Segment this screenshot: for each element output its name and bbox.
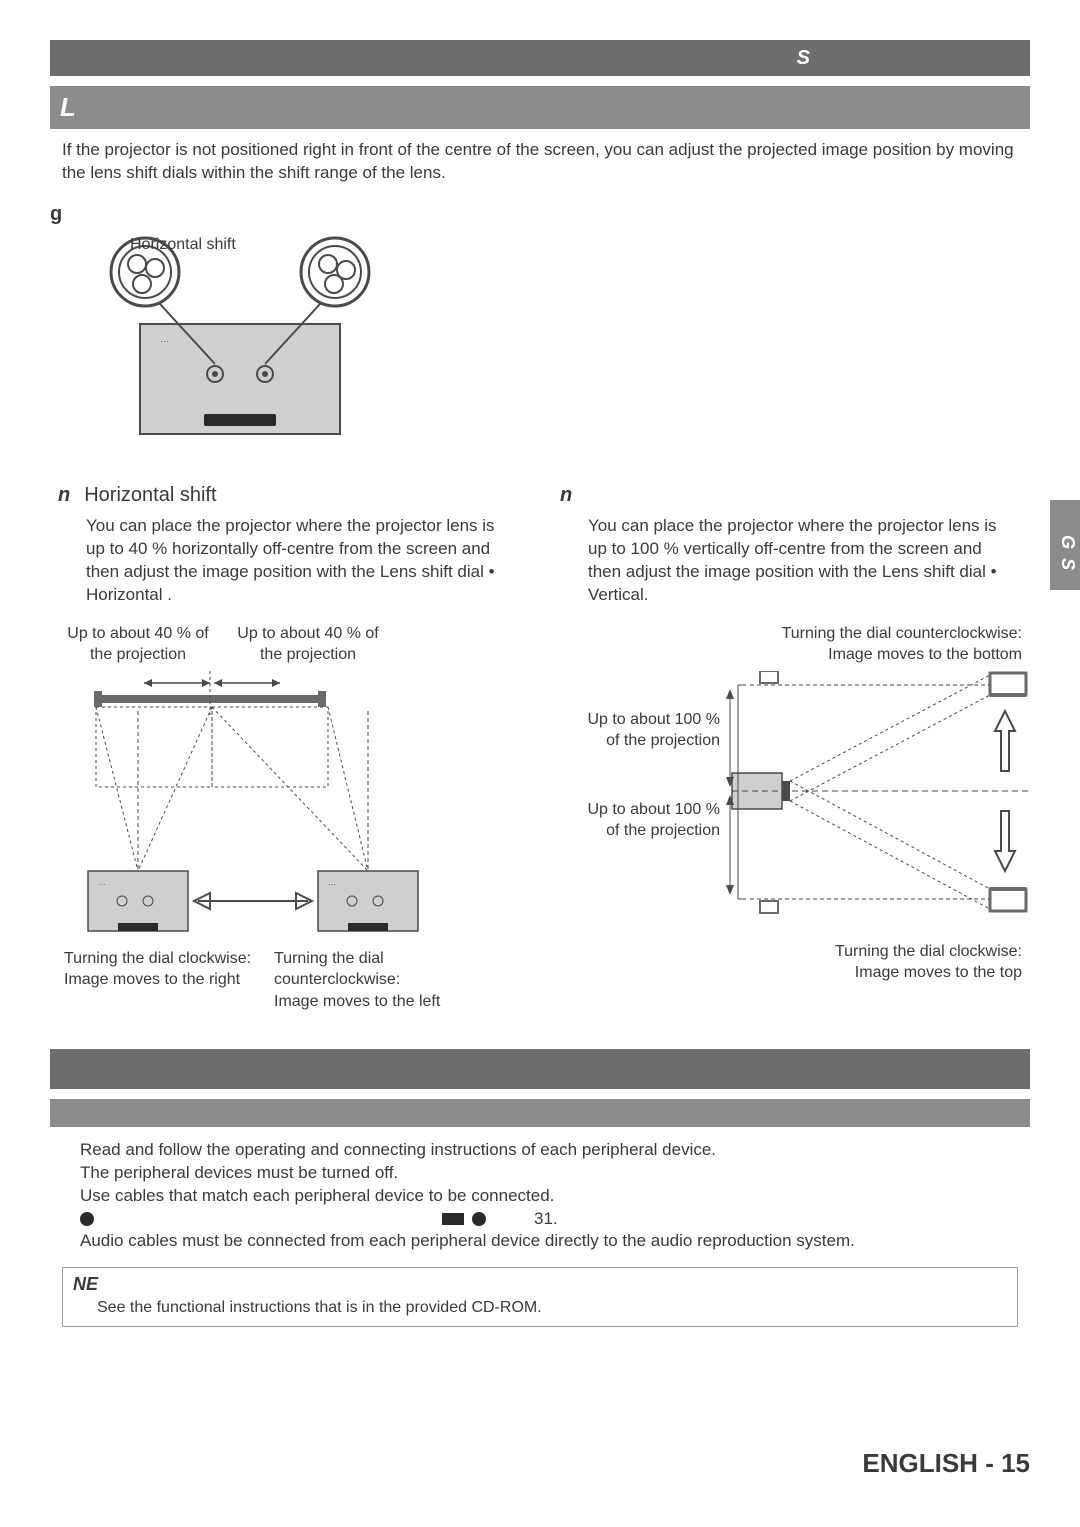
- conn-line4-num: 31.: [534, 1208, 558, 1231]
- conn-line2: The peripheral devices must be turned of…: [80, 1162, 1000, 1185]
- footer-page: 15: [1001, 1448, 1030, 1478]
- svg-text:…: …: [160, 334, 169, 344]
- top-header-bar: S: [50, 40, 1030, 76]
- connections-heading-bar: [50, 1049, 1030, 1089]
- v-lbl-top: Turning the dial counterclockwise: Image…: [722, 623, 1022, 666]
- n-mark-horizontal: n: [58, 482, 70, 509]
- note-text: See the functional instructions that is …: [73, 1297, 1007, 1319]
- horizontal-chart: Up to about 40 % of the projection Up to…: [58, 623, 520, 1003]
- note-ne: NE: [73, 1272, 1007, 1296]
- connections-subheading-bar: [50, 1099, 1030, 1127]
- bullet-icon-2: [472, 1212, 486, 1226]
- section-heading-lens: L: [50, 86, 1030, 129]
- dials-diagram-svg: …: [90, 234, 410, 444]
- top-diagram: Horizontal shift …: [90, 234, 1030, 464]
- h-caption-left: Turning the dial clockwise: Image moves …: [64, 948, 264, 991]
- vertical-shift-column: n You can place the projector where the …: [560, 482, 1022, 1023]
- h-caption-right: Turning the dial counterclockwise: Image…: [274, 948, 494, 1013]
- vertical-chart: Turning the dial counterclockwise: Image…: [560, 623, 1022, 1023]
- conn-line5: Audio cables must be connected from each…: [80, 1230, 1000, 1253]
- footer-lang: ENGLISH: [862, 1448, 978, 1478]
- horizontal-title: Horizontal shift: [84, 482, 216, 509]
- vertical-body: You can place the projector where the pr…: [560, 515, 1022, 607]
- horizontal-body: You can place the projector where the pr…: [58, 515, 520, 607]
- n-mark-vertical: n: [560, 482, 572, 509]
- svg-text:…: …: [98, 878, 106, 887]
- side-tab-text: G S: [1058, 535, 1078, 572]
- rect-icon: [442, 1213, 464, 1225]
- page-footer: ENGLISH - 15: [862, 1446, 1030, 1481]
- connections-section: Read and follow the operating and connec…: [50, 1049, 1030, 1328]
- note-box: NE See the functional instructions that …: [62, 1267, 1018, 1327]
- horizontal-shift-column: n Horizontal shift You can place the pro…: [58, 482, 520, 1023]
- horizontal-svg: … …: [58, 671, 488, 971]
- v-caption-bottom: Turning the dial clockwise: Image moves …: [762, 941, 1022, 984]
- g-label: g: [50, 201, 1030, 228]
- intro-text: If the projector is not positioned right…: [50, 129, 1030, 185]
- section-heading-text: L: [60, 92, 76, 122]
- conn-line3: Use cables that match each peripheral de…: [80, 1185, 1000, 1208]
- top-bar-letter: S: [797, 45, 810, 72]
- footer-sep: -: [978, 1448, 1001, 1478]
- h-lbl-right: Up to about 40 % of the projection: [228, 623, 388, 666]
- side-tab: G S: [1050, 500, 1080, 590]
- h-lbl-left: Up to about 40 % of the projection: [58, 623, 218, 666]
- bullet-icon: [80, 1212, 94, 1226]
- vertical-svg: [560, 671, 1040, 961]
- svg-text:…: …: [328, 878, 336, 887]
- conn-line1: Read and follow the operating and connec…: [80, 1139, 1000, 1162]
- conn-line4: 31.: [80, 1208, 1000, 1231]
- diagram-caption: Horizontal shift: [130, 234, 236, 256]
